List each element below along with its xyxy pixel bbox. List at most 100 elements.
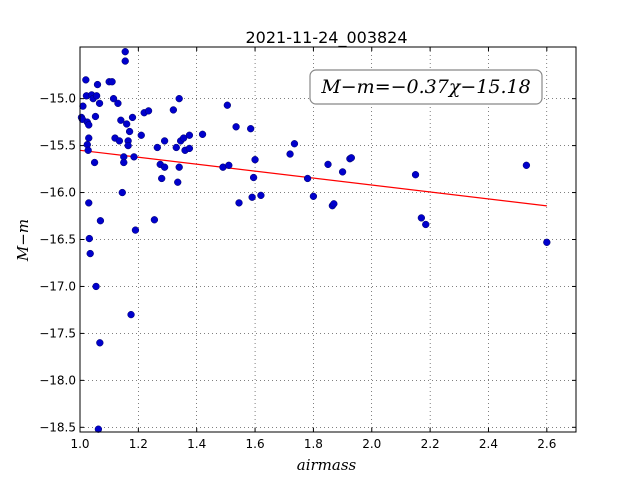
- data-point: [96, 339, 104, 347]
- data-point: [120, 158, 128, 167]
- data-point: [235, 199, 243, 207]
- y-tick-label: −17.0: [39, 279, 76, 293]
- axis-ticks: 1.0 1.2 1.4 1.6 1.8 2.0 2.2 2.4 2.6 −15.0 −15.5 −16…: [39, 47, 576, 451]
- data-point: [417, 214, 426, 222]
- data-point: [85, 234, 93, 243]
- data-point: [125, 127, 134, 136]
- x-tick-label: 1.6: [246, 437, 265, 451]
- y-tick-label: −15.5: [39, 139, 76, 153]
- x-tick-label: 2.0: [362, 437, 381, 451]
- data-point: [91, 112, 100, 121]
- data-point: [175, 94, 183, 103]
- data-point: [108, 78, 116, 86]
- data-point: [109, 94, 118, 103]
- y-tick-label: −18.0: [39, 373, 76, 387]
- data-point: [223, 101, 231, 109]
- data-point: [121, 48, 129, 56]
- data-point: [137, 131, 145, 139]
- data-point: [84, 146, 92, 154]
- data-point: [130, 153, 138, 161]
- data-point: [86, 249, 94, 258]
- grid-lines: [79, 47, 576, 432]
- x-tick-label: 2.4: [479, 437, 498, 451]
- data-point: [338, 168, 347, 176]
- y-tick-label: −16.5: [39, 233, 76, 247]
- data-point: [169, 106, 178, 114]
- data-point: [150, 216, 159, 224]
- x-tick-label: 1.2: [129, 437, 148, 451]
- data-point: [153, 143, 161, 152]
- x-tick-label: 2.2: [421, 437, 440, 451]
- data-point: [286, 150, 294, 158]
- data-point: [85, 199, 93, 207]
- data-point: [131, 226, 140, 234]
- data-point: [522, 161, 531, 169]
- data-point: [123, 120, 131, 128]
- data-point: [160, 163, 169, 171]
- y-tick-label: −16.0: [39, 186, 76, 200]
- data-point: [93, 80, 102, 89]
- data-point: [324, 160, 332, 169]
- fit-annotation-box: M−m=−0.37χ−15.18: [309, 69, 543, 105]
- data-point: [158, 174, 166, 183]
- chart-title: 2021-11-24_003824: [245, 28, 407, 48]
- data-point: [95, 99, 104, 107]
- x-tick-label: 1.8: [304, 437, 323, 451]
- data-point: [128, 113, 137, 122]
- data-point: [92, 282, 100, 291]
- data-point: [121, 57, 129, 65]
- data-point: [160, 137, 169, 145]
- data-point: [85, 134, 93, 142]
- y-tick-label: −18.5: [39, 420, 76, 434]
- data-point: [247, 125, 255, 133]
- data-point: [94, 425, 103, 433]
- annotation-frame: [309, 69, 543, 105]
- data-point: [411, 171, 420, 179]
- x-tick-label: 2.6: [537, 437, 556, 451]
- x-axis-label: airmass: [297, 456, 357, 474]
- data-point: [96, 217, 105, 225]
- data-point: [118, 188, 126, 197]
- x-tick-label: 1.0: [70, 437, 89, 451]
- data-point: [175, 163, 183, 171]
- data-point: [185, 144, 194, 153]
- data-point: [543, 238, 551, 246]
- data-points: [77, 48, 551, 433]
- data-point: [82, 76, 90, 84]
- data-point: [257, 191, 265, 200]
- data-point: [251, 156, 259, 164]
- data-point: [198, 130, 207, 138]
- data-point: [172, 143, 180, 152]
- data-point: [127, 310, 135, 319]
- data-point: [92, 92, 101, 100]
- data-point: [79, 102, 87, 110]
- data-point: [303, 174, 312, 183]
- data-point: [225, 161, 233, 169]
- data-point: [85, 121, 93, 129]
- data-point: [232, 123, 240, 131]
- y-tick-label: −17.5: [39, 326, 76, 340]
- y-tick-label: −15.0: [39, 92, 76, 106]
- fit-line-layer: [79, 149, 547, 207]
- data-point: [174, 178, 182, 186]
- fit-line: [79, 149, 547, 207]
- data-point: [124, 141, 132, 150]
- data-point: [309, 192, 318, 200]
- data-point: [422, 220, 430, 229]
- data-point: [290, 140, 299, 148]
- data-point: [115, 137, 124, 145]
- data-point: [249, 173, 258, 182]
- data-point: [117, 116, 125, 124]
- data-point: [330, 200, 338, 208]
- data-point: [114, 99, 122, 107]
- x-tick-label: 1.4: [187, 437, 206, 451]
- data-point: [179, 134, 188, 142]
- fit-equation-label: M−m=−0.37χ−15.18: [320, 76, 530, 98]
- data-point: [185, 131, 194, 139]
- data-point: [144, 107, 153, 115]
- data-point: [347, 154, 355, 162]
- data-point: [90, 158, 99, 167]
- y-axis-label: M−m: [14, 219, 32, 262]
- data-point: [248, 193, 256, 201]
